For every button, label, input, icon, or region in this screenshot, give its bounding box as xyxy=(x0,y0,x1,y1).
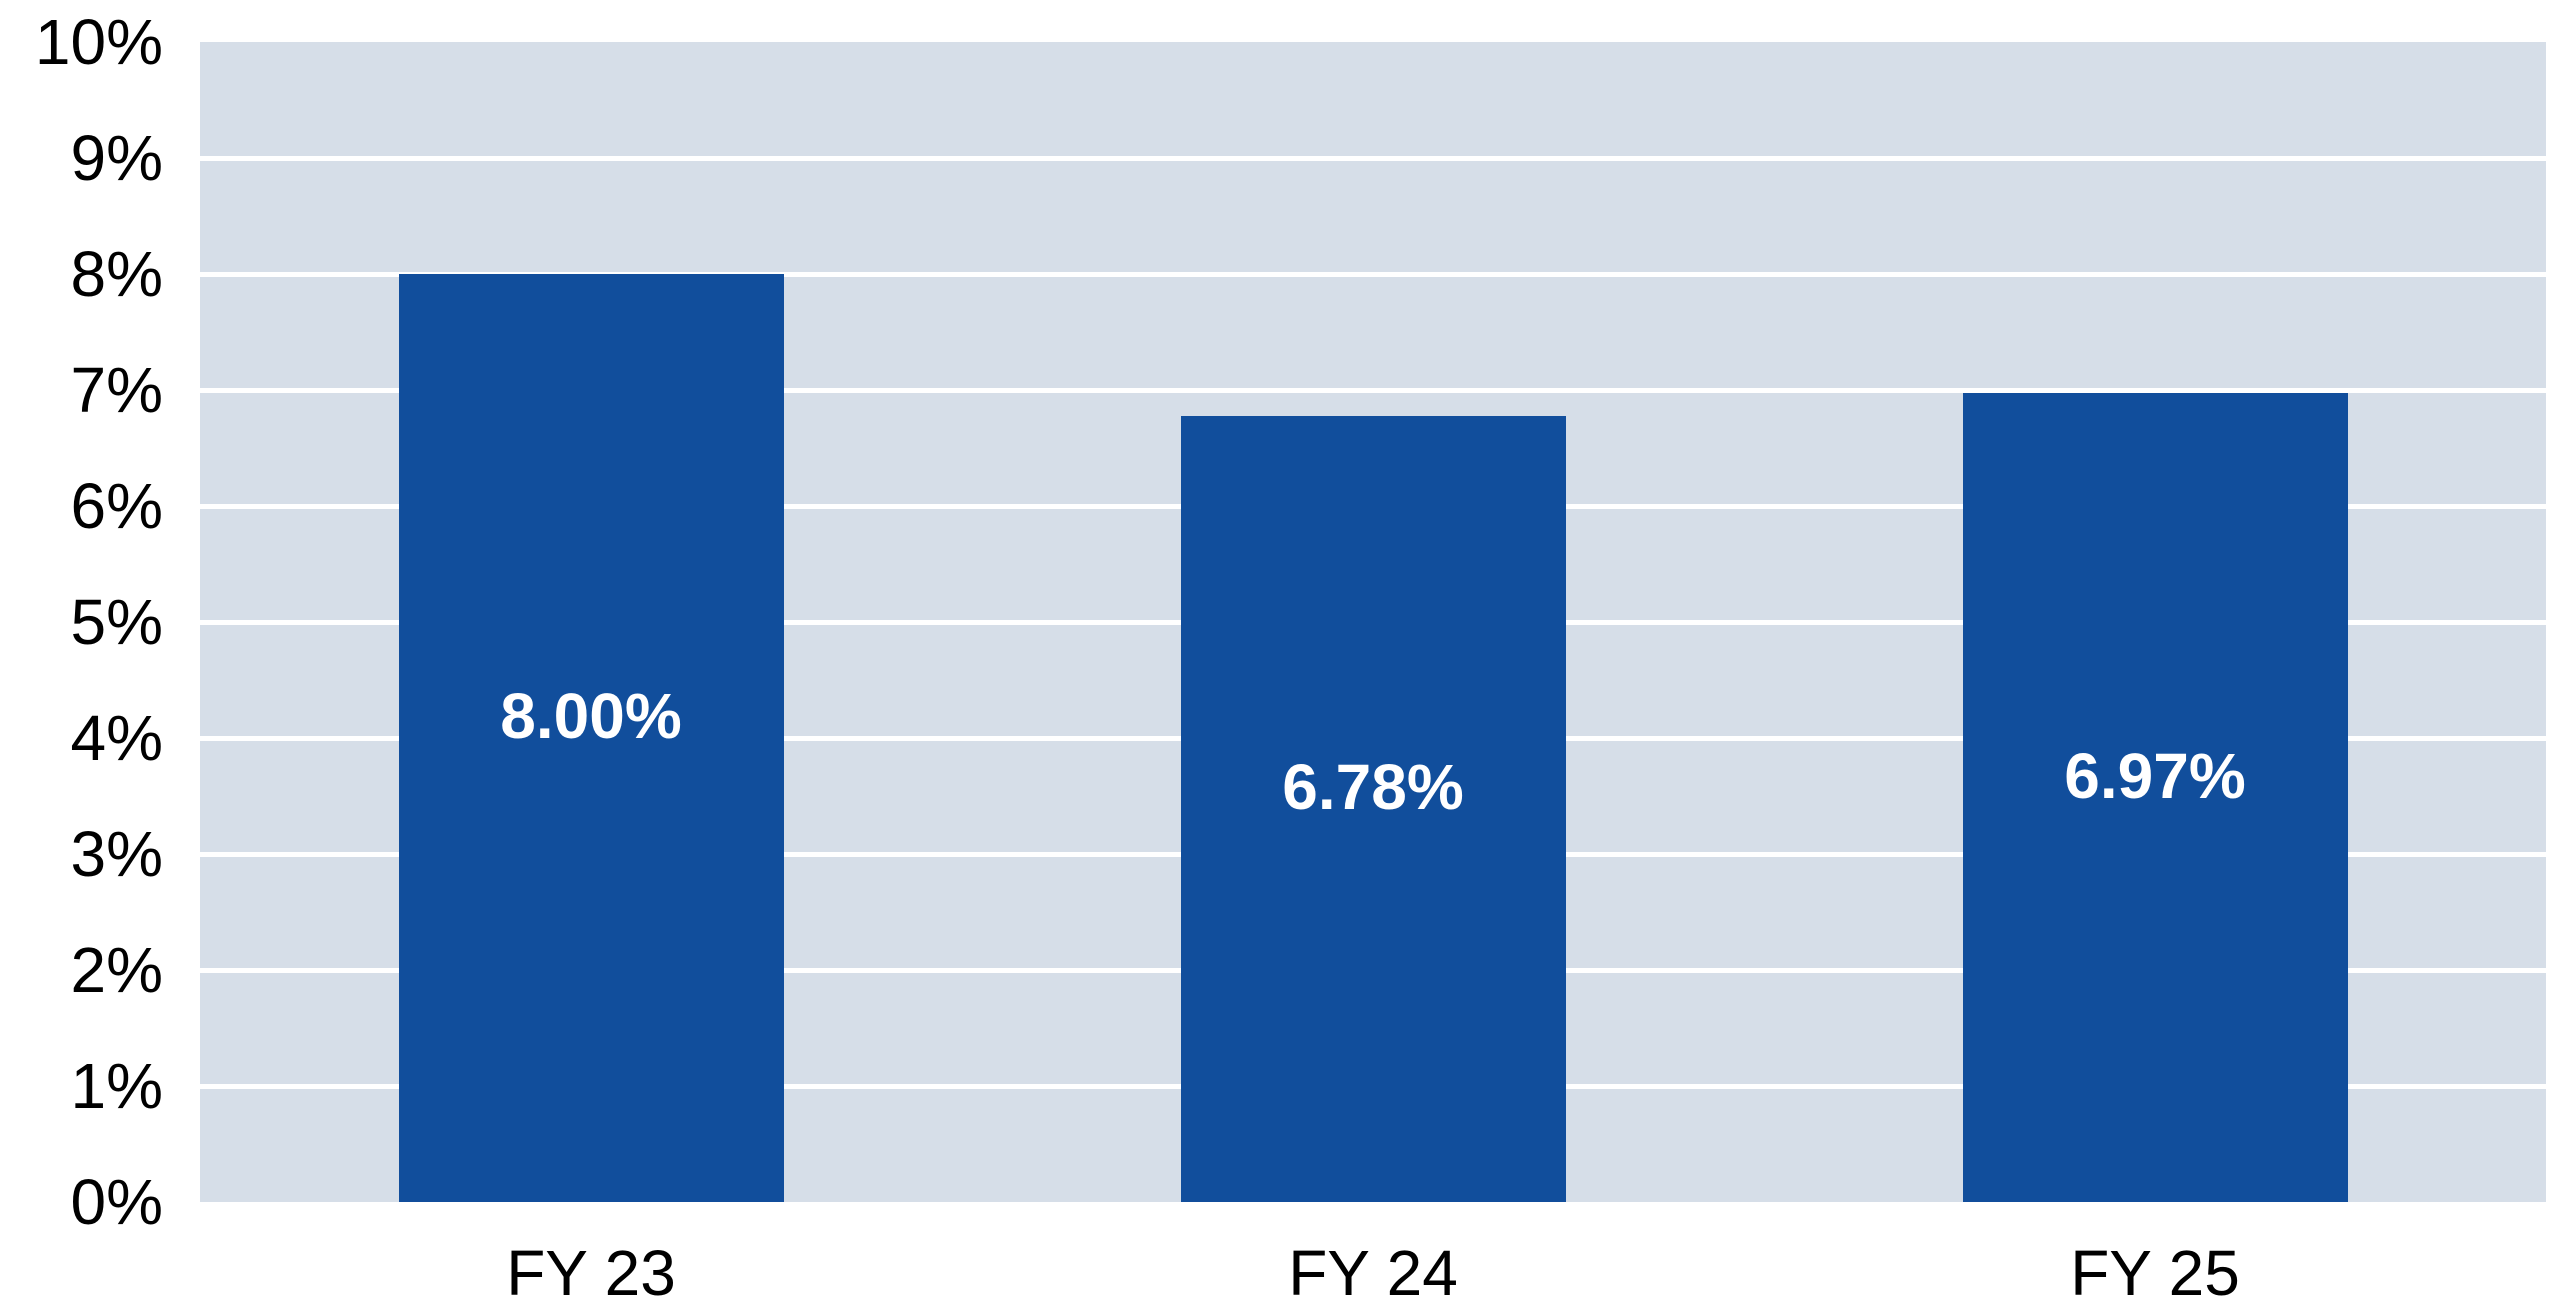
bar: 6.97% xyxy=(1962,393,2348,1202)
gridline xyxy=(200,156,2546,161)
y-tick-label: 6% xyxy=(70,470,164,542)
bar-value-label: 8.00% xyxy=(500,680,682,752)
y-tick-label: 0% xyxy=(70,1166,164,1238)
bar: 6.78% xyxy=(1180,415,1566,1202)
bar: 8.00% xyxy=(398,274,784,1202)
bar-value-label: 6.97% xyxy=(2064,739,2246,812)
y-tick-label: 9% xyxy=(70,122,164,194)
x-category-label: FY 25 xyxy=(2070,1237,2240,1309)
y-tick-label: 1% xyxy=(70,1050,164,1122)
y-tick-label: 5% xyxy=(70,586,164,658)
x-category-label: FY 23 xyxy=(506,1237,676,1309)
plot-area: 8.00% 6.78% 6.97% xyxy=(200,42,2546,1202)
y-tick-label: 10% xyxy=(34,6,163,78)
gridline xyxy=(200,388,2546,393)
y-tick-label: 2% xyxy=(70,934,164,1006)
bar-value-label: 6.78% xyxy=(1282,750,1464,823)
y-tick-label: 3% xyxy=(70,818,164,890)
y-tick-label: 8% xyxy=(70,238,164,310)
gridline xyxy=(200,272,2546,277)
x-category-label: FY 24 xyxy=(1288,1237,1458,1309)
y-tick-label: 7% xyxy=(70,354,164,426)
y-tick-label: 4% xyxy=(70,702,164,774)
